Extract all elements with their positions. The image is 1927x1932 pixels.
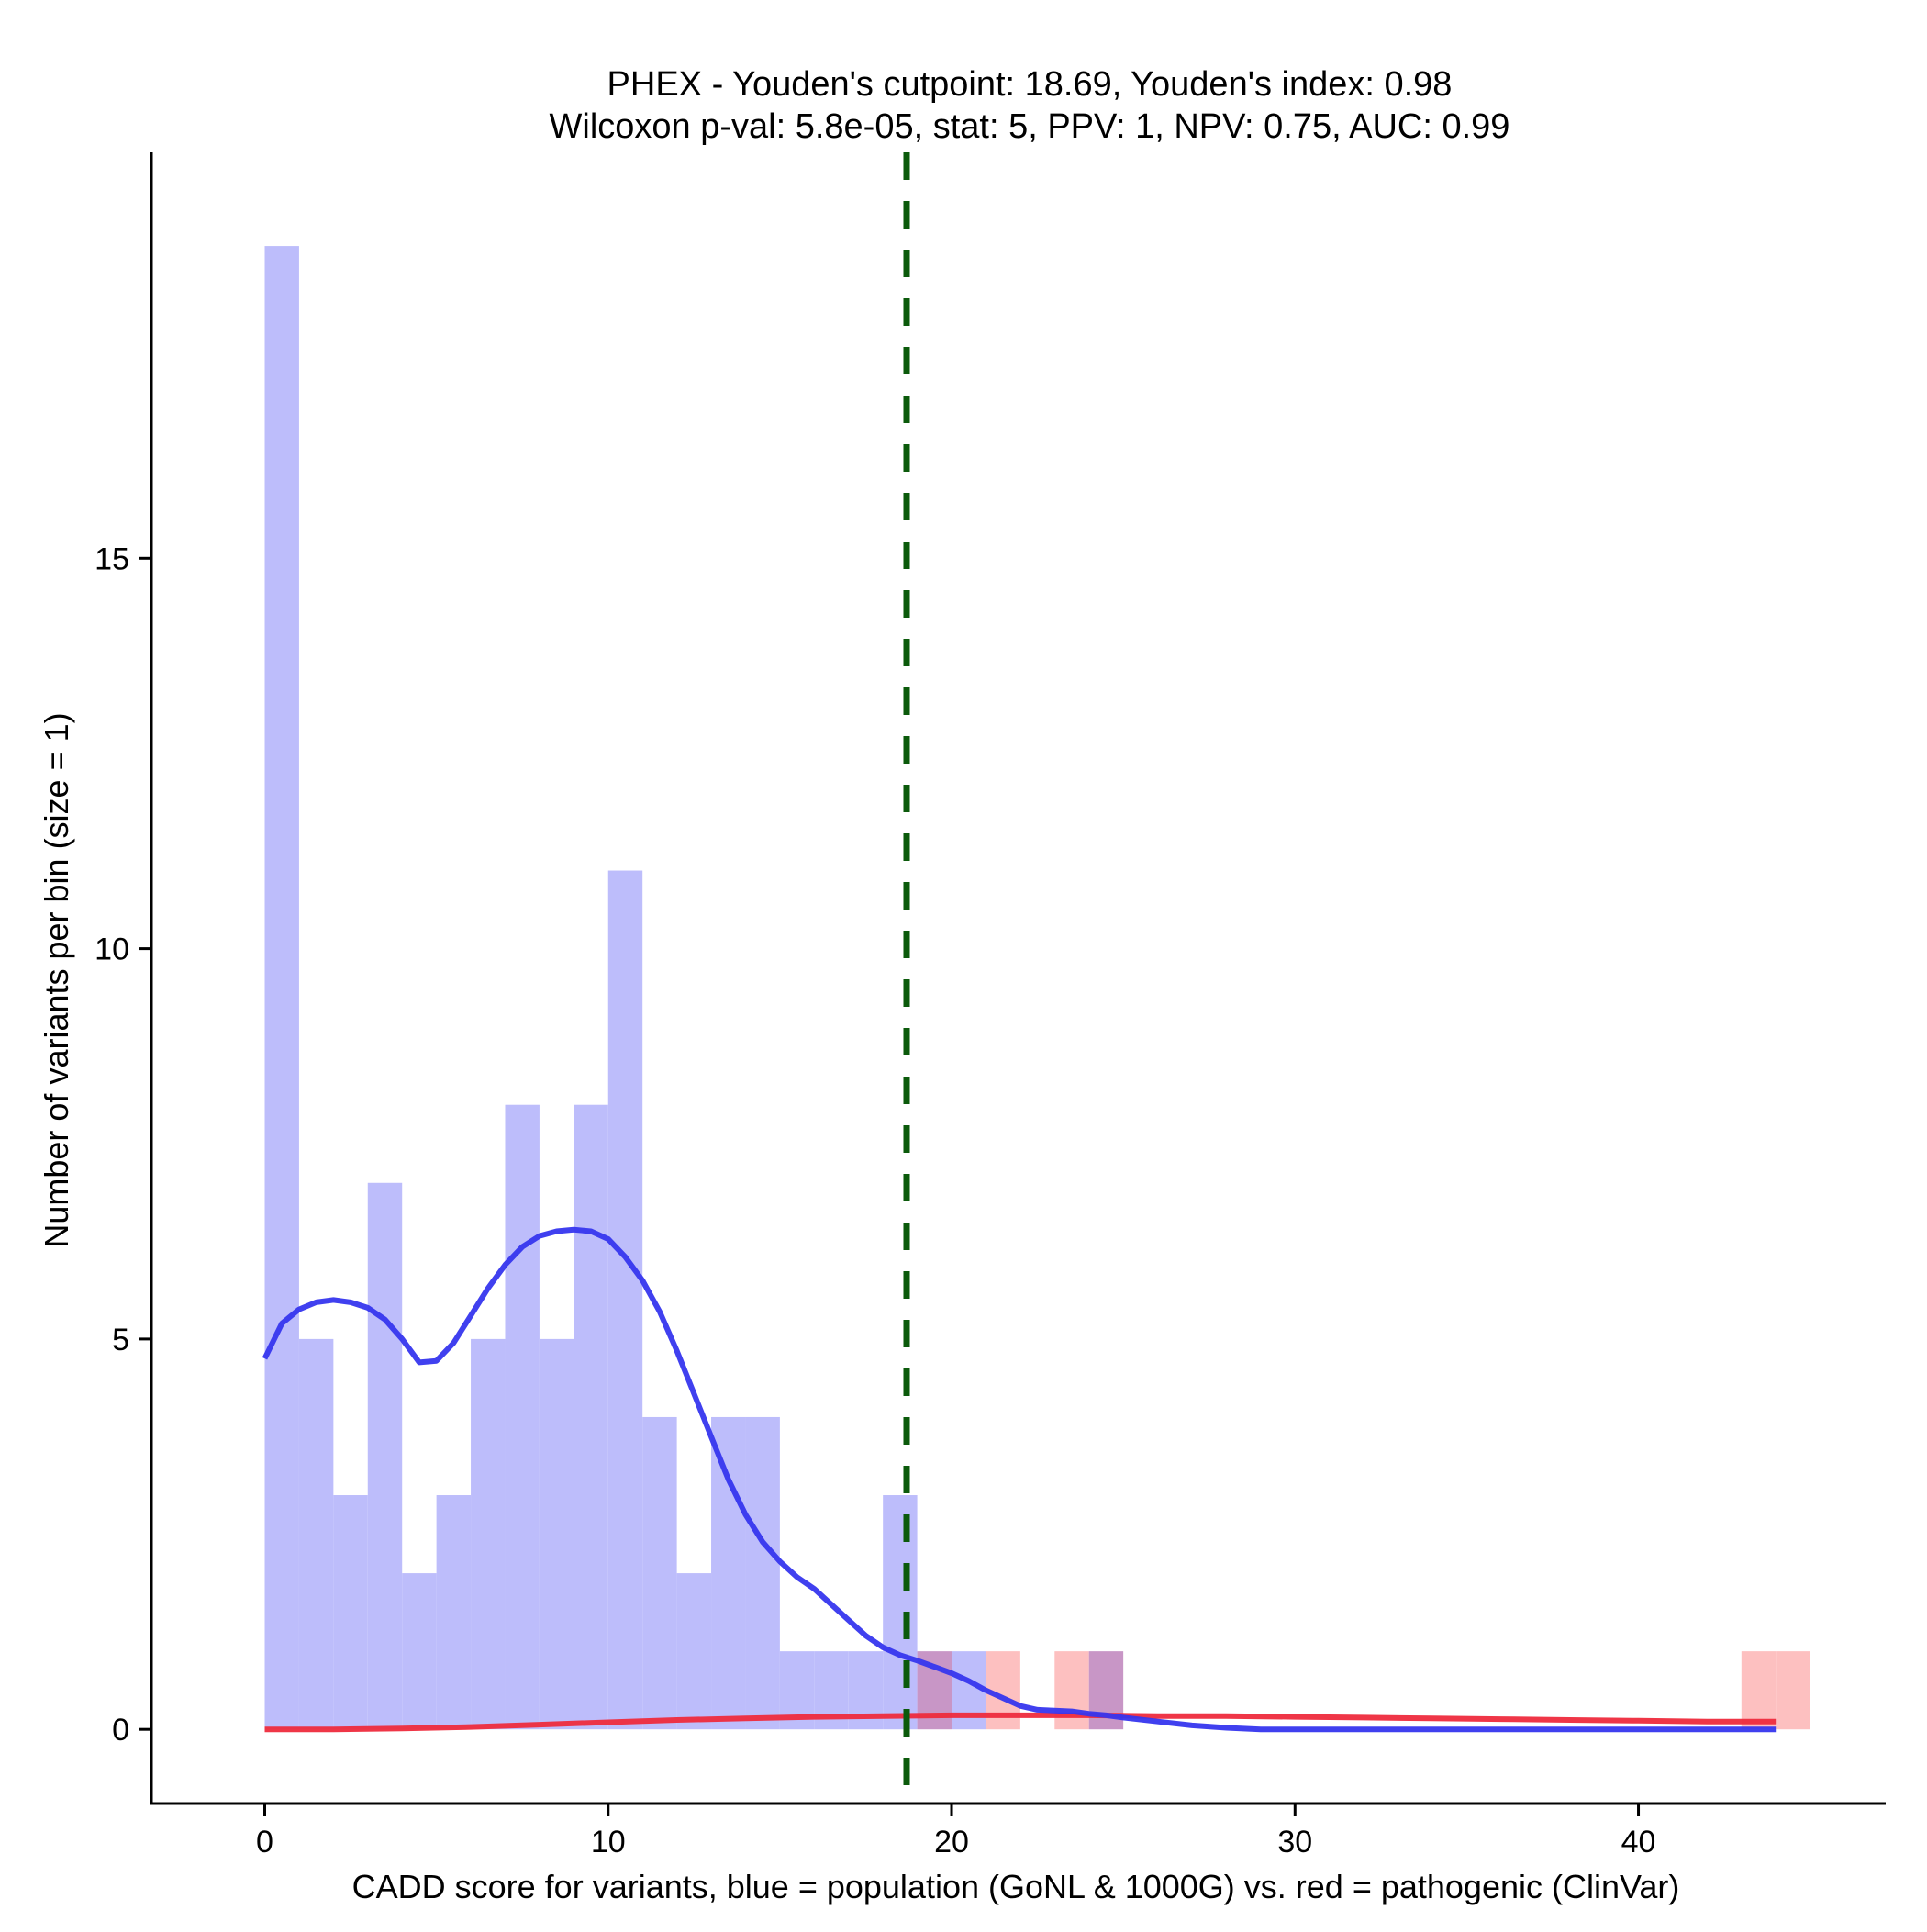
population-bar: [333, 1495, 368, 1730]
pathogenic-density-line: [264, 1712, 1777, 1733]
population-bar: [883, 1495, 918, 1730]
chart-title: PHEX - Youden's cutpoint: 18.69, Youden'…: [607, 65, 1453, 104]
population-bar: [298, 1338, 334, 1730]
chart-subtitle: Wilcoxon p-val: 5.8e-05, stat: 5, PPV: 1…: [550, 107, 1510, 146]
x-tick-label: 0: [256, 1825, 273, 1859]
pathogenic-bar: [1776, 1651, 1810, 1730]
x-tick-label: 40: [1621, 1825, 1656, 1859]
population-bar: [711, 1416, 746, 1730]
population-bar: [607, 870, 643, 1730]
y-tick-label: 0: [112, 1713, 129, 1748]
population-bar: [642, 1416, 677, 1730]
y-ticks: 0 5 10 15: [95, 542, 151, 1748]
population-density-line: [262, 1226, 1777, 1733]
population-bar: [367, 1182, 403, 1730]
population-bar: [574, 1104, 608, 1730]
population-bar: [505, 1104, 540, 1730]
population-bar: [745, 1416, 780, 1730]
population-bar: [402, 1573, 437, 1730]
y-tick-label: 5: [112, 1323, 129, 1357]
population-bar: [539, 1338, 574, 1730]
y-axis-label: Number of variants per bin (size = 1): [38, 712, 75, 1247]
population-bar: [676, 1573, 712, 1730]
population-bar: [471, 1338, 506, 1730]
population-bar: [436, 1495, 472, 1730]
population-bars: [264, 246, 986, 1730]
axes: [150, 152, 1886, 1805]
pathogenic-bar: [1741, 1651, 1777, 1730]
density-curves: [262, 1226, 1777, 1733]
y-tick-label: 15: [95, 542, 129, 576]
x-ticks: 0 10 20 30 40: [256, 1804, 1655, 1859]
y-tick-label: 10: [95, 932, 129, 967]
x-tick-label: 30: [1277, 1825, 1312, 1859]
population-bar: [264, 246, 299, 1730]
x-axis-label: CADD score for variants, blue = populati…: [352, 1868, 1680, 1905]
x-tick-label: 20: [934, 1825, 969, 1859]
x-tick-label: 10: [591, 1825, 626, 1859]
